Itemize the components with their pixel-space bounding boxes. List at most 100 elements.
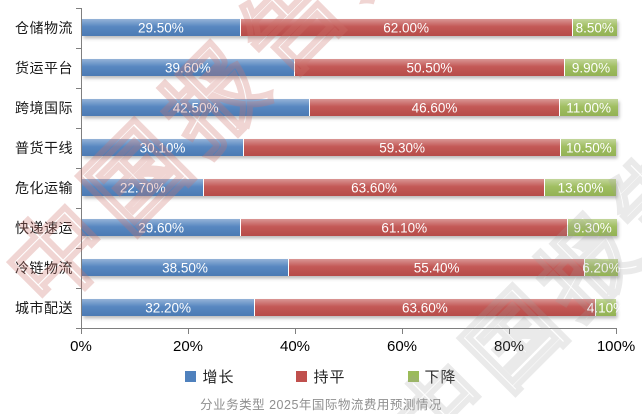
y-axis-tick xyxy=(76,8,81,9)
bar-value-label: 39.60% xyxy=(165,60,211,75)
legend-swatch-icon xyxy=(296,371,308,382)
bar-segment-下降: 6.20% xyxy=(582,259,621,276)
bar-segment-下降: 10.50% xyxy=(560,139,617,156)
stacked-bar: 22.70% 63.60% 13.60% xyxy=(82,179,617,196)
legend-item-增长: 增长 xyxy=(185,366,234,387)
y-axis-tick xyxy=(76,48,81,49)
bar-value-label: 4.10% xyxy=(586,300,626,315)
bar-value-label: 63.60% xyxy=(351,180,397,195)
bar-segment-持平: 63.60% xyxy=(203,179,544,196)
bar-segment-增长: 38.50% xyxy=(82,259,288,276)
bar-row: 29.60% 61.10% 9.30% xyxy=(82,208,617,248)
y-axis-tick xyxy=(76,288,81,289)
bar-segment-持平: 63.60% xyxy=(254,299,595,316)
legend-label: 持平 xyxy=(313,369,346,386)
bar-segment-增长: 42.50% xyxy=(82,99,310,116)
bar-row: 39.60% 50.50% 9.90% xyxy=(82,48,617,88)
bar-segment-增长: 32.20% xyxy=(82,299,255,316)
bar-value-label: 38.50% xyxy=(162,260,208,275)
x-axis-tick xyxy=(81,329,82,334)
stacked-bar: 29.50% 62.00% 8.50% xyxy=(82,19,617,36)
bar-segment-持平: 61.10% xyxy=(240,219,568,236)
y-axis-tick xyxy=(76,208,81,209)
y-axis-tick xyxy=(76,88,81,89)
x-axis-tick-label: 40% xyxy=(279,338,311,355)
y-axis-tick xyxy=(76,248,81,249)
x-axis-tick xyxy=(616,329,617,334)
bar-value-label: 9.90% xyxy=(571,60,611,75)
bar-row: 38.50% 55.40% 6.20% xyxy=(82,248,621,288)
x-axis-tick xyxy=(509,329,510,334)
bar-segment-持平: 50.50% xyxy=(293,59,565,76)
bar-row: 42.50% 46.60% 11.00% xyxy=(82,88,618,128)
bar-value-label: 11.00% xyxy=(566,100,611,115)
bar-segment-增长: 22.70% xyxy=(82,179,204,196)
category-label: 快递速运 xyxy=(15,220,73,236)
chart-caption: 分业务类型 2025年国际物流费用预测情况 xyxy=(200,398,442,412)
bar-value-label: 10.50% xyxy=(565,140,612,155)
bar-value-label: 50.50% xyxy=(406,60,453,75)
x-axis-tick xyxy=(188,329,189,334)
bar-segment-增长: 39.60% xyxy=(82,59,294,76)
category-label: 冷链物流 xyxy=(15,260,73,276)
bar-value-label: 42.50% xyxy=(172,100,219,115)
category-label: 危化运输 xyxy=(15,180,73,196)
bar-row: 22.70% 63.60% 13.60% xyxy=(82,168,617,208)
bar-segment-增长: 30.10% xyxy=(82,139,244,156)
x-axis-tick-label: 0% xyxy=(70,338,92,355)
bar-segment-下降: 9.30% xyxy=(567,219,617,236)
bar-segment-持平: 62.00% xyxy=(239,19,572,36)
x-axis-tick-label: 20% xyxy=(172,338,204,355)
bar-value-label: 62.00% xyxy=(383,20,430,35)
x-axis-tick-label: 80% xyxy=(493,338,525,355)
bar-value-label: 8.50% xyxy=(575,20,614,35)
bar-value-label: 46.60% xyxy=(411,100,458,115)
bar-value-label: 9.30% xyxy=(573,220,612,235)
stacked-bar: 30.10% 59.30% 10.50% xyxy=(82,139,617,156)
legend-swatch-icon xyxy=(407,371,419,382)
legend: 增长 持平 下降 xyxy=(0,366,642,387)
bar-value-label: 29.50% xyxy=(138,20,184,35)
x-axis-tick xyxy=(295,329,296,334)
stacked-bar: 38.50% 55.40% 6.20% xyxy=(82,259,621,276)
stacked-bar: 39.60% 50.50% 9.90% xyxy=(82,59,617,76)
legend-item-持平: 持平 xyxy=(296,366,345,387)
legend-item-下降: 下降 xyxy=(407,366,457,387)
bar-value-label: 30.10% xyxy=(139,140,186,155)
bar-value-label: 29.60% xyxy=(138,220,185,235)
y-axis-tick xyxy=(76,328,81,329)
bar-segment-下降: 11.00% xyxy=(558,99,618,116)
bar-segment-下降: 13.60% xyxy=(543,179,617,196)
x-axis-tick-label: 60% xyxy=(386,338,418,355)
category-label: 跨境国际 xyxy=(15,100,73,116)
stacked-bar: 42.50% 46.60% 11.00% xyxy=(82,99,618,116)
bar-value-label: 63.60% xyxy=(401,300,448,315)
bar-value-label: 61.10% xyxy=(381,220,428,235)
bar-value-label: 13.60% xyxy=(557,180,604,195)
y-axis-tick xyxy=(76,168,81,169)
legend-label: 下降 xyxy=(424,369,457,386)
bar-row: 29.50% 62.00% 8.50% xyxy=(82,8,617,48)
bar-segment-增长: 29.50% xyxy=(82,19,240,36)
x-axis-tick-label: 100% xyxy=(596,338,636,355)
bar-value-label: 55.40% xyxy=(413,260,460,275)
x-axis-tick xyxy=(402,329,403,334)
category-label: 城市配送 xyxy=(15,300,73,316)
bar-segment-持平: 59.30% xyxy=(243,139,561,156)
legend-swatch-icon xyxy=(185,371,197,382)
bar-value-label: 59.30% xyxy=(379,140,426,155)
bar-segment-增长: 29.60% xyxy=(82,219,241,236)
category-label: 货运平台 xyxy=(15,60,73,76)
bar-value-label: 22.70% xyxy=(119,180,166,195)
bar-value-label: 32.20% xyxy=(145,300,192,315)
category-label: 普货干线 xyxy=(15,140,73,156)
bar-row: 30.10% 59.30% 10.50% xyxy=(82,128,617,168)
bar-segment-持平: 55.40% xyxy=(287,259,585,276)
stacked-bar: 29.60% 61.10% 9.30% xyxy=(82,219,617,236)
bar-segment-持平: 46.60% xyxy=(309,99,559,116)
category-label: 仓储物流 xyxy=(15,20,73,36)
bar-segment-下降: 4.10% xyxy=(587,299,625,316)
bar-segment-下降: 9.90% xyxy=(564,59,617,76)
plot-area: 29.50% 62.00% 8.50% 39.60% 50.50% 9.90% 42.50%… xyxy=(81,8,625,329)
bar-value-label: 6.20% xyxy=(582,260,621,275)
